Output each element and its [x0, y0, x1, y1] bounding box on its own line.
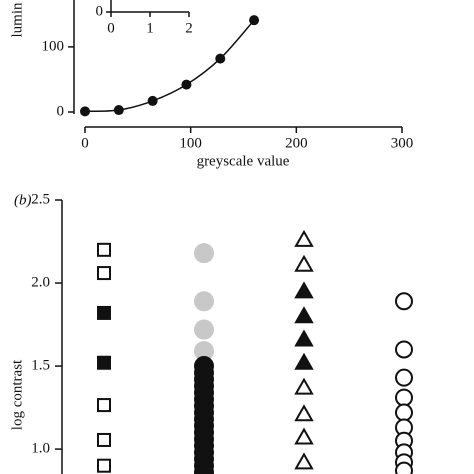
- y-tick-label: 100: [42, 38, 65, 54]
- y-tick-label: 2.0: [31, 274, 50, 290]
- point: [249, 15, 260, 26]
- point: [181, 79, 192, 90]
- square-marker: [97, 432, 111, 447]
- triangle-marker: [294, 329, 314, 347]
- square-marker: [97, 266, 111, 281]
- x-tick-label: 300: [391, 135, 414, 151]
- point: [215, 53, 226, 64]
- circle-marker: [395, 461, 413, 474]
- triangle-marker: [294, 452, 314, 470]
- y-tick-label: 0: [96, 3, 104, 19]
- circle-marker: [194, 462, 214, 474]
- square-marker: [97, 305, 111, 320]
- circle-marker: [395, 388, 413, 407]
- panel-label: (b): [14, 192, 32, 208]
- x-tick-label: 0: [107, 20, 115, 36]
- circle-marker: [395, 368, 413, 387]
- y-tick-label: 2.5: [31, 191, 50, 207]
- circle-marker: [194, 319, 214, 340]
- triangle-marker: [294, 404, 314, 422]
- triangle-marker: [294, 254, 314, 272]
- x-tick-label: 2: [185, 20, 193, 36]
- triangle-marker: [294, 427, 314, 445]
- x-tick-label: 100: [179, 135, 202, 151]
- point: [147, 95, 158, 106]
- point: [80, 106, 90, 117]
- triangle-marker: [294, 377, 314, 395]
- square-marker: [97, 398, 111, 413]
- square-marker: [97, 242, 111, 257]
- y-tick-label: 0: [57, 103, 65, 119]
- circle-marker: [395, 292, 413, 311]
- y-axis-label: lumin: [9, 2, 25, 38]
- square-marker: [97, 458, 111, 473]
- y-tick-label: 1.5: [31, 357, 50, 373]
- x-tick-label: 0: [81, 135, 89, 151]
- triangle-marker: [294, 229, 314, 247]
- square-marker: [97, 355, 111, 370]
- circle-marker: [395, 340, 413, 359]
- y-tick-label: 1.0: [31, 441, 50, 457]
- triangle-marker: [294, 281, 314, 299]
- triangle-marker: [294, 306, 314, 324]
- x-axis-label: greyscale value: [197, 153, 290, 169]
- triangle-marker: [294, 352, 314, 370]
- circle-marker: [194, 291, 214, 312]
- point: [113, 105, 124, 116]
- circle-marker: [194, 243, 214, 264]
- x-tick-label: 1: [146, 20, 154, 36]
- circle-marker: [395, 403, 413, 422]
- y-axis-label: log contrast: [9, 359, 25, 430]
- x-tick-label: 200: [285, 135, 308, 151]
